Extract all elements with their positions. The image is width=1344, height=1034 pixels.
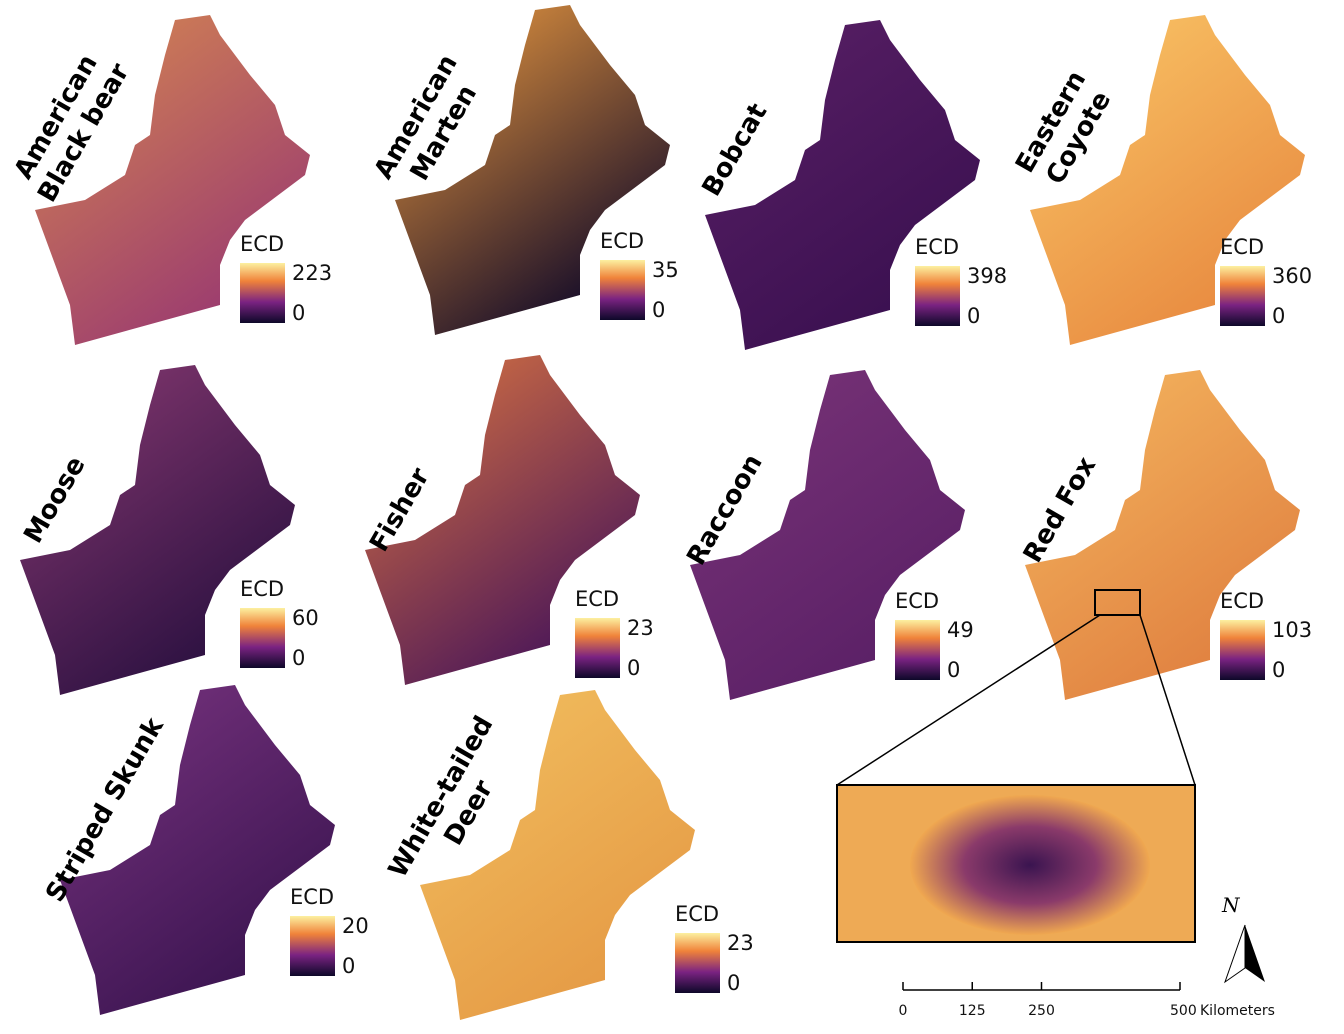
inset-line: [1139, 614, 1196, 786]
legend-title: ECD: [675, 902, 719, 926]
legend-min: 0: [292, 301, 305, 325]
species-label: Moose: [18, 451, 91, 548]
inset-marker: [1094, 589, 1141, 616]
legend-title: ECD: [240, 232, 284, 256]
legend-ramp: [600, 260, 645, 320]
legend-max: 23: [627, 616, 654, 640]
legend-ramp: [675, 933, 720, 993]
legend-max: 60: [292, 606, 319, 630]
legend-ramp: [915, 266, 960, 326]
panel: Moose ECD 60 0: [18, 365, 319, 695]
map: [1025, 370, 1300, 700]
scale-label: 500: [1170, 1003, 1197, 1019]
arrow-half: [1224, 924, 1246, 984]
scale-label: 125: [959, 1003, 986, 1019]
legend-max: 103: [1272, 618, 1312, 642]
map: [690, 370, 965, 700]
legend-min: 0: [1272, 304, 1285, 328]
legend-ramp: [575, 618, 620, 678]
legend-title: ECD: [290, 885, 334, 909]
scale-unit: Kilometers: [1200, 1003, 1275, 1019]
legend-min: 0: [627, 656, 640, 680]
legend-min: 0: [342, 954, 355, 978]
legend-title: ECD: [895, 589, 939, 613]
species-label-line: Bobcat: [697, 98, 774, 201]
legend-title: ECD: [1220, 589, 1264, 613]
map: [365, 355, 640, 685]
legend-title: ECD: [600, 229, 644, 253]
legend-max: 398: [967, 264, 1007, 288]
legend-min: 0: [292, 646, 305, 670]
map: [420, 690, 695, 1020]
map: [395, 5, 670, 335]
legend-max: 20: [342, 914, 369, 938]
panel: Bobcat ECD 398 0: [697, 20, 1007, 350]
arrow-half: [1245, 925, 1265, 982]
legend-min: 0: [1272, 658, 1285, 682]
legend-title: ECD: [240, 577, 284, 601]
legend-max: 360: [1272, 264, 1312, 288]
species-label: EasternCoyote: [1010, 66, 1120, 194]
legend-min: 0: [652, 298, 665, 322]
legend-max: 35: [652, 258, 679, 282]
legend-ramp: [895, 620, 940, 680]
map: [705, 20, 980, 350]
legend-max: 49: [947, 618, 974, 642]
map: [35, 15, 310, 345]
legend-title: ECD: [1220, 235, 1264, 259]
scale-label: 250: [1028, 1003, 1055, 1019]
legend-title: ECD: [915, 235, 959, 259]
inset-line: [836, 614, 1101, 786]
legend-title: ECD: [575, 587, 619, 611]
panel: EasternCoyote ECD 360 0: [1010, 15, 1312, 345]
scale-label: 0: [899, 1003, 908, 1019]
legend-min: 0: [727, 971, 740, 995]
north-label: N: [1221, 893, 1241, 917]
map: [60, 685, 335, 1015]
inset-patch: [910, 795, 1150, 935]
legend-min: 0: [967, 304, 980, 328]
legend-ramp: [240, 263, 285, 323]
legend-ramp: [1220, 620, 1265, 680]
legend-ramp: [290, 916, 335, 976]
map: [20, 365, 295, 695]
map: [1030, 15, 1305, 345]
north-arrow: N: [1221, 893, 1265, 984]
species-label-line: Moose: [18, 451, 91, 548]
legend-max: 23: [727, 931, 754, 955]
legend-max: 223: [292, 261, 332, 285]
legend-ramp: [1220, 266, 1265, 326]
legend-min: 0: [947, 658, 960, 682]
inset: [836, 589, 1196, 943]
species-label: Bobcat: [697, 98, 774, 201]
legend-ramp: [240, 608, 285, 668]
